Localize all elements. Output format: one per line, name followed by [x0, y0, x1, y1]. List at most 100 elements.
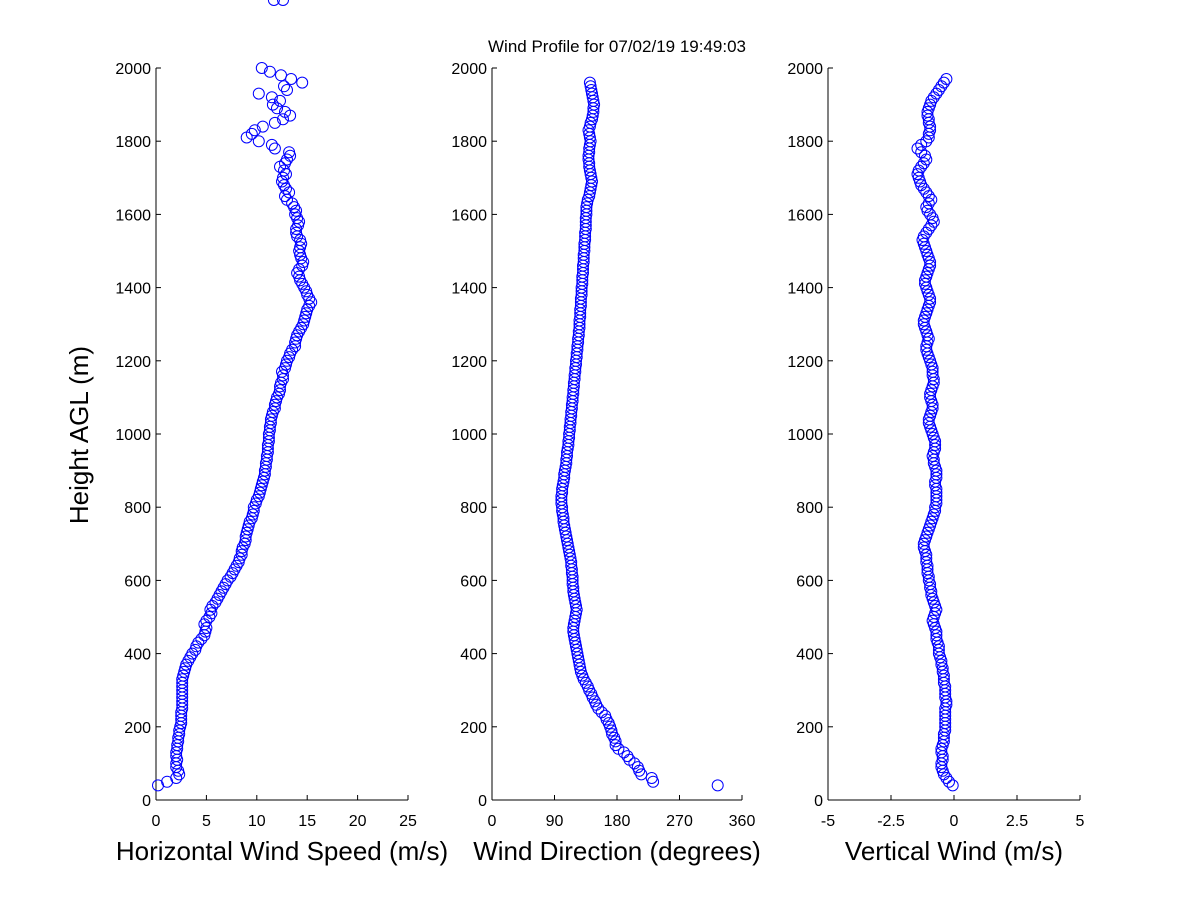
data-point: [612, 742, 625, 755]
panel-wind-direction: 0 200 400 600 800 1000 1200 1400 1600 1800 2000 0 90…: [451, 61, 760, 866]
data-point: [268, 116, 281, 129]
x-tick-label: 360: [729, 813, 756, 830]
data-point: [277, 113, 289, 126]
data-point: [580, 201, 593, 214]
data-point: [917, 230, 930, 243]
data-point: [621, 750, 634, 763]
data-point: [235, 548, 248, 561]
data-point: [932, 84, 945, 96]
data-point: [252, 87, 265, 100]
data-point: [919, 149, 931, 162]
data-point: [255, 62, 268, 74]
x-tick-label: 180: [604, 813, 631, 830]
data-point: [583, 76, 596, 89]
data-point: [195, 633, 208, 645]
data-point: [266, 98, 279, 111]
data-point: [276, 365, 288, 378]
data-point: [606, 728, 619, 741]
data-point: [926, 365, 939, 378]
data-point: [252, 135, 265, 148]
y-tick-label: 2000: [115, 61, 151, 78]
panel-vertical-wind: 0 200 400 600 800 1000 1200 1400 1600 1800 2000 -5 -…: [787, 61, 1084, 866]
y-tick-label: 200: [796, 720, 823, 737]
data-point: [241, 523, 254, 536]
data-point: [599, 709, 612, 722]
data-point: [256, 120, 269, 133]
data-point: [198, 629, 211, 642]
y-axis-label: Height AGL (m): [64, 346, 94, 524]
data-point: [917, 318, 930, 331]
data-point: [248, 124, 261, 137]
data-points: [555, 76, 724, 792]
x-tick-label: 5: [202, 813, 211, 830]
data-point: [265, 91, 278, 104]
data-point: [917, 541, 930, 554]
y-tick-label: 400: [796, 647, 823, 664]
data-point: [920, 343, 933, 356]
x-tick-label: 2.5: [1006, 813, 1028, 830]
data-point: [293, 325, 306, 338]
data-point: [189, 643, 202, 656]
x-tick-label: 15: [298, 813, 316, 830]
data-point: [925, 193, 938, 206]
data-point: [242, 519, 255, 532]
x-axis-label: Horizontal Wind Speed (m/s): [116, 836, 448, 866]
data-point: [911, 142, 924, 155]
data-point: [917, 157, 930, 170]
data-point: [645, 772, 658, 784]
data-point: [200, 614, 213, 627]
data-point: [186, 647, 199, 660]
data-point: [249, 497, 262, 510]
data-point: [192, 636, 205, 649]
data-point: [583, 120, 596, 133]
y-tick-label: 1800: [115, 134, 151, 151]
y-tick-label: 600: [124, 573, 151, 590]
data-point: [926, 402, 939, 415]
y-tick-label: 600: [796, 573, 823, 590]
data-point: [178, 665, 191, 678]
data-point: [243, 515, 256, 528]
data-points: [911, 73, 959, 792]
data-point: [925, 94, 938, 107]
y-tick-label: 200: [460, 720, 487, 737]
data-point: [585, 84, 598, 96]
x-tick-label: -2.5: [877, 813, 905, 830]
data-point: [584, 80, 597, 93]
chart-title: Wind Profile for 07/02/19 19:49:03: [488, 37, 746, 56]
data-point: [270, 395, 282, 408]
y-tick-label: 0: [478, 793, 487, 810]
y-tick-label: 0: [814, 793, 823, 810]
data-point: [926, 212, 939, 225]
data-point: [294, 234, 307, 246]
data-point: [177, 669, 190, 682]
data-point: [946, 779, 959, 792]
x-tick-label: 270: [666, 813, 693, 830]
y-tick-label: 1200: [451, 354, 487, 371]
data-point: [937, 76, 950, 89]
data-point: [265, 409, 278, 422]
data-point: [268, 142, 281, 155]
x-axis-label: Wind Direction (degrees): [473, 836, 761, 866]
panel-horizontal-wind-speed: 0 200 400 600 800 1000 1200 1400 1600 1800 2000 0 5 1…: [115, 0, 448, 866]
data-point: [278, 164, 290, 177]
y-tick-label: 2000: [451, 61, 487, 78]
data-point: [252, 490, 265, 503]
y-tick-label: 1400: [115, 281, 151, 298]
y-tick-label: 800: [124, 500, 151, 517]
data-point: [290, 226, 303, 239]
data-point: [296, 277, 309, 290]
data-point: [179, 662, 192, 675]
data-point: [300, 307, 313, 320]
x-tick-label: -5: [821, 813, 835, 830]
y-tick-label: 400: [124, 647, 151, 664]
data-point: [263, 65, 276, 78]
data-point: [277, 0, 289, 6]
x-tick-label: 90: [546, 813, 564, 830]
data-point: [275, 69, 287, 82]
data-point: [279, 362, 291, 375]
x-tick-label: 25: [399, 813, 417, 830]
data-point: [930, 629, 943, 642]
data-point: [255, 479, 268, 492]
data-point: [278, 80, 290, 93]
